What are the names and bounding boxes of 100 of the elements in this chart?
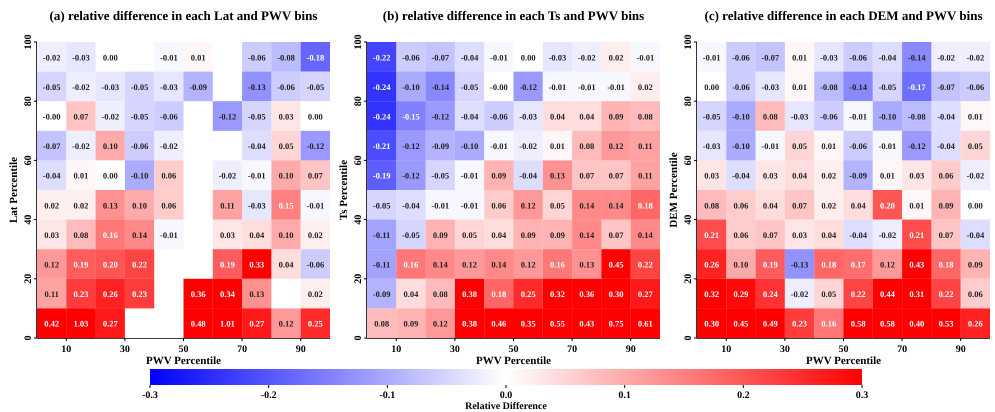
data-label: 0.10 [734, 260, 748, 270]
data-label: 0.01 [550, 141, 565, 152]
data-label: -0.06 [732, 52, 750, 62]
data-label: 0.25 [520, 289, 536, 300]
data-label: 0.23 [132, 289, 147, 300]
data-label: -0.02 [878, 230, 896, 240]
x-tick-label: 70 [897, 344, 908, 355]
data-label: -0.03 [519, 112, 538, 122]
data-label: 0.08 [374, 318, 390, 329]
x-axis-title: PWV Percentile [146, 355, 222, 367]
data-label: -0.10 [732, 141, 750, 152]
data-label: 0.26 [704, 260, 720, 270]
data-label: 0.14 [638, 230, 654, 240]
data-label: -0.04 [849, 230, 868, 240]
data-label: -0.01 [636, 52, 654, 62]
x-tick-label: 10 [391, 344, 402, 355]
data-label: -0.03 [72, 52, 90, 62]
data-label: -0.11 [373, 260, 390, 270]
color-bar-label: 0.3 [856, 390, 868, 401]
data-label: 0.05 [968, 141, 983, 152]
y-axis-title: Lat Percentile [8, 156, 20, 224]
data-label: -0.02 [72, 82, 90, 92]
data-label: 0.27 [249, 318, 265, 329]
data-label: 0.16 [102, 230, 118, 240]
data-label: 0.42 [44, 318, 60, 329]
data-label: 0.02 [638, 82, 653, 92]
data-label: -0.05 [306, 82, 324, 92]
data-label: -0.02 [72, 141, 90, 152]
data-label: 0.12 [462, 260, 477, 270]
data-label: -0.10 [402, 82, 420, 92]
y-tick-label: 40 [23, 214, 34, 225]
color-bar-label: 0.0 [500, 390, 512, 401]
data-label: 0.15 [278, 200, 294, 210]
data-label: 0.01 [190, 52, 206, 62]
data-label: 0.17 [850, 260, 866, 270]
data-label: -0.06 [160, 112, 178, 122]
data-label: -0.05 [372, 200, 391, 210]
data-label: 0.12 [278, 318, 294, 329]
y-tick-label: 20 [683, 274, 694, 284]
data-label: 0.04 [491, 230, 508, 240]
data-label: 0.07 [792, 200, 808, 210]
data-label: -0.04 [732, 170, 751, 181]
data-label: -0.00 [42, 112, 61, 122]
data-label: 0.00 [520, 52, 536, 62]
data-label: 0.00 [102, 170, 118, 181]
y-tick-label: 60 [23, 155, 34, 166]
data-label: -0.12 [218, 112, 236, 122]
data-label: 0.13 [550, 170, 565, 181]
data-label: 0.09 [550, 230, 565, 240]
data-label: 0.22 [938, 289, 954, 300]
data-label: -0.10 [732, 112, 750, 122]
data-label: 0.18 [491, 289, 506, 300]
data-label: 0.06 [734, 200, 748, 210]
color-bar-label: 0.2 [737, 390, 750, 401]
data-label: -0.02 [966, 52, 984, 62]
data-label: -0.09 [189, 82, 208, 92]
data-label: 0.07 [74, 112, 90, 122]
data-label: -0.01 [607, 82, 625, 92]
data-label: -0.00 [490, 82, 508, 92]
data-label: 0.38 [462, 318, 477, 329]
data-label: -0.01 [160, 230, 178, 240]
data-label: 0.04 [278, 260, 294, 270]
data-label: 0.18 [938, 260, 954, 270]
y-tick-label: 20 [353, 274, 364, 284]
data-label: -0.03 [702, 141, 721, 152]
data-label: -0.06 [490, 112, 508, 122]
data-label: 0.08 [762, 112, 778, 122]
data-label: 0.26 [968, 318, 983, 329]
data-label: -0.01 [578, 82, 596, 92]
data-label: 0.38 [462, 289, 477, 300]
data-label: -0.04 [878, 52, 898, 62]
data-label: -0.02 [218, 170, 236, 181]
data-label: 0.08 [579, 141, 594, 152]
data-label: -0.15 [402, 112, 420, 122]
data-label: -0.12 [908, 141, 926, 152]
data-label: 0.36 [579, 289, 594, 300]
data-label: -0.03 [761, 82, 780, 92]
data-label: 0.04 [404, 289, 420, 300]
data-label: -0.12 [402, 141, 420, 152]
data-label: 0.22 [638, 260, 653, 270]
y-tick-label: 0 [23, 336, 34, 340]
data-label: 0.06 [938, 170, 954, 181]
x-tick-label: 30 [780, 344, 790, 355]
data-label: 0.20 [102, 260, 118, 270]
data-label: 0.05 [821, 289, 836, 300]
chart-title: (b) relative difference in each Ts and PWV bins [382, 8, 644, 23]
x-tick-label: 50 [508, 344, 518, 355]
data-label: -0.04 [937, 141, 956, 152]
data-label: -0.01 [702, 52, 721, 62]
data-label: 0.16 [404, 260, 418, 270]
data-label: -0.10 [460, 141, 478, 152]
data-label: 0.02 [821, 170, 836, 181]
data-label: -0.02 [578, 52, 596, 62]
y-tick-label: 80 [683, 96, 694, 106]
data-label: 0.19 [762, 260, 778, 270]
data-label: 0.05 [792, 141, 807, 152]
data-label: 0.02 [44, 200, 60, 210]
y-tick-label: 60 [353, 155, 364, 166]
data-label: -0.19 [372, 170, 391, 181]
data-label: -0.09 [849, 170, 868, 181]
